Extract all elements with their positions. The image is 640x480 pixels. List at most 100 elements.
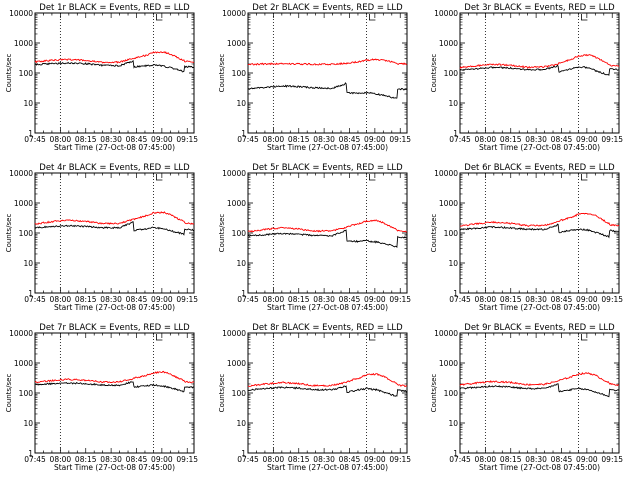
y-tick-label: 100 xyxy=(19,229,34,238)
x-tick-label: 08:15 xyxy=(288,135,310,144)
y-tick-label: 100 xyxy=(444,389,459,398)
y-tick-label: 1000 xyxy=(14,199,33,208)
y-axis-label: Counts/sec xyxy=(430,374,438,413)
x-tick-label: 08:00 xyxy=(475,455,497,464)
x-axis-label: Start Time (27-Oct-08 07:45:00) xyxy=(54,143,175,152)
y-tick-label: 1 xyxy=(241,129,246,138)
chart-panel-9: Det 9r BLACK = Events, RED = LLD 1 10 100 10… xyxy=(430,323,623,472)
y-tick-label: 10 xyxy=(236,259,246,268)
x-tick-label: 07:45 xyxy=(24,295,46,304)
y-tick-label: 10 xyxy=(448,419,458,428)
chart-title: Det 8r BLACK = Events, RED = LLD xyxy=(252,323,403,333)
x-tick-label: 08:30 xyxy=(313,295,335,304)
y-tick-label: 10 xyxy=(23,259,33,268)
x-axis-label: Start Time (27-Oct-08 07:45:00) xyxy=(54,463,175,472)
y-tick-label: 10000 xyxy=(222,169,246,178)
x-tick-label: 08:00 xyxy=(50,135,72,144)
x-tick-label: 09:15 xyxy=(601,295,623,304)
series-line-lld xyxy=(34,51,195,64)
series-line-events xyxy=(459,223,620,239)
chart-panel-3: Det 3r BLACK = Events, RED = LLD 1 10 100 10… xyxy=(430,3,623,152)
x-tick-label: 07:45 xyxy=(24,135,46,144)
bracket-marker xyxy=(156,334,163,341)
y-axis-label: Counts/sec xyxy=(5,374,13,413)
series-line-events xyxy=(247,385,408,397)
y-tick-label: 1 xyxy=(453,289,458,298)
y-tick-label: 1 xyxy=(453,129,458,138)
x-tick-label: 09:00 xyxy=(151,455,173,464)
bracket-marker xyxy=(369,334,376,341)
y-tick-label: 10000 xyxy=(222,329,246,338)
y-tick-label: 10 xyxy=(448,259,458,268)
y-tick-label: 1000 xyxy=(439,359,458,368)
chart-panel-7: Det 7r BLACK = Events, RED = LLD 1 10 100 10… xyxy=(5,323,198,472)
x-tick-label: 09:15 xyxy=(389,295,411,304)
y-tick-label: 1 xyxy=(241,449,246,458)
chart-title: Det 4r BLACK = Events, RED = LLD xyxy=(39,163,190,173)
x-tick-label: 09:00 xyxy=(576,135,598,144)
x-axis-label: Start Time (27-Oct-08 07:45:00) xyxy=(54,303,175,312)
chart-title: Det 3r BLACK = Events, RED = LLD xyxy=(464,3,615,13)
chart-title: Det 1r BLACK = Events, RED = LLD xyxy=(39,3,190,13)
x-tick-label: 07:45 xyxy=(449,135,471,144)
bracket-marker xyxy=(581,174,588,181)
y-tick-label: 100 xyxy=(444,69,459,78)
y-tick-label: 1 xyxy=(453,449,458,458)
y-axis-label: Counts/sec xyxy=(218,374,226,413)
y-tick-label: 1 xyxy=(241,289,246,298)
y-tick-label: 10 xyxy=(448,99,458,108)
x-tick-label: 08:30 xyxy=(525,135,547,144)
y-tick-label: 1000 xyxy=(14,359,33,368)
x-tick-label: 09:00 xyxy=(364,455,386,464)
x-tick-label: 08:45 xyxy=(339,135,361,144)
x-tick-label: 07:45 xyxy=(237,455,259,464)
x-tick-label: 08:00 xyxy=(263,135,285,144)
y-tick-label: 10 xyxy=(23,419,33,428)
y-tick-label: 100 xyxy=(444,229,459,238)
x-tick-label: 09:00 xyxy=(576,455,598,464)
x-tick-label: 09:15 xyxy=(176,295,198,304)
series-line-events xyxy=(459,64,620,76)
bracket-marker xyxy=(581,14,588,21)
y-tick-label: 10000 xyxy=(9,9,33,18)
x-tick-label: 08:30 xyxy=(313,135,335,144)
series-line-lld xyxy=(459,53,620,69)
y-tick-label: 1000 xyxy=(227,39,246,48)
series-line-lld xyxy=(247,219,408,233)
chart-panel-5: Det 5r BLACK = Events, RED = LLD 1 10 100 10… xyxy=(218,163,411,312)
x-tick-label: 08:00 xyxy=(475,135,497,144)
x-tick-label: 09:15 xyxy=(176,455,198,464)
x-tick-label: 09:15 xyxy=(389,455,411,464)
y-tick-label: 100 xyxy=(19,389,34,398)
series-line-events xyxy=(247,82,408,99)
y-tick-label: 1 xyxy=(28,289,33,298)
chart-title: Det 7r BLACK = Events, RED = LLD xyxy=(39,323,190,333)
series-line-lld xyxy=(247,372,408,388)
x-tick-label: 09:15 xyxy=(176,135,198,144)
x-tick-label: 08:00 xyxy=(263,455,285,464)
y-axis-label: Counts/sec xyxy=(430,214,438,253)
x-tick-label: 09:15 xyxy=(601,455,623,464)
y-tick-label: 10000 xyxy=(9,329,33,338)
x-tick-label: 08:00 xyxy=(263,295,285,304)
x-tick-label: 08:45 xyxy=(126,455,148,464)
x-tick-label: 07:45 xyxy=(237,135,259,144)
x-tick-label: 08:30 xyxy=(525,455,547,464)
y-tick-label: 10000 xyxy=(222,9,246,18)
x-tick-label: 07:45 xyxy=(24,455,46,464)
y-axis-label: Counts/sec xyxy=(430,54,438,93)
series-line-lld xyxy=(34,370,195,384)
y-tick-label: 1 xyxy=(28,449,33,458)
chart-panel-1: Det 1r BLACK = Events, RED = LLD 1 10 100 10… xyxy=(5,3,198,152)
bracket-marker xyxy=(369,174,376,181)
y-tick-label: 1 xyxy=(28,129,33,138)
series-line-lld xyxy=(247,58,408,66)
series-line-events xyxy=(34,59,195,73)
x-tick-label: 08:30 xyxy=(100,295,122,304)
y-tick-label: 10000 xyxy=(434,329,458,338)
x-tick-label: 08:30 xyxy=(525,295,547,304)
x-tick-label: 09:00 xyxy=(151,135,173,144)
y-axis-label: Counts/sec xyxy=(5,214,13,253)
